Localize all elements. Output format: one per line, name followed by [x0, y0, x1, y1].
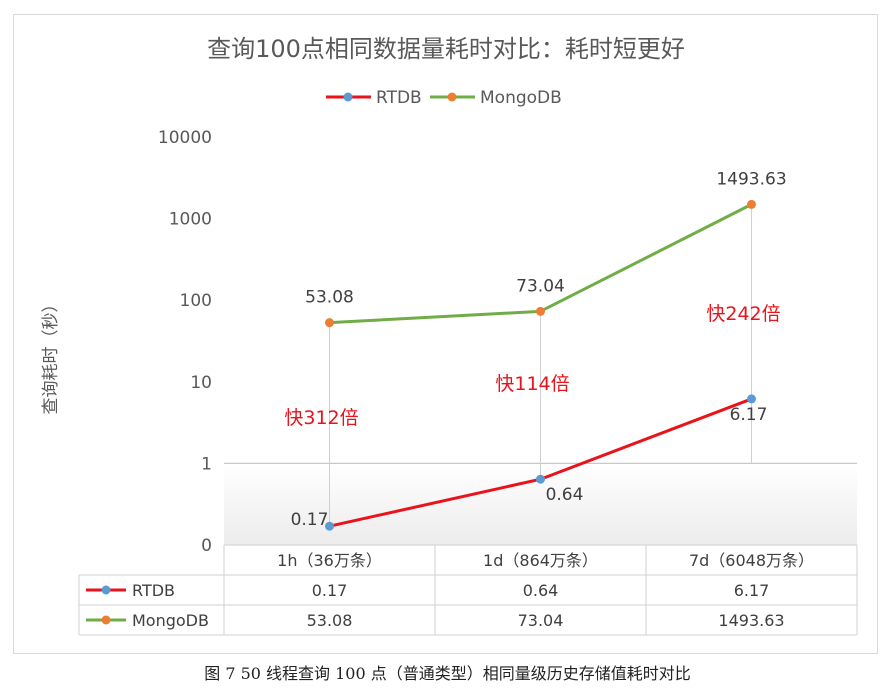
point-mongodb-3 [747, 199, 756, 209]
chart-svg: 查询100点相同数据量耗时对比：耗时短更好 RTDB MongoDB 查询耗时（秒… [41, 35, 858, 636]
point-rtdb-3 [747, 394, 756, 404]
table-cell-rtdb-1: 0.17 [312, 581, 348, 600]
table-cell-mongodb-3: 1493.63 [718, 611, 784, 630]
x-tick-label-2: 1d（864万条） [483, 551, 598, 570]
annotation-speedup-1: 快312倍 [284, 407, 358, 429]
data-label-rtdb-1: 0.17 [291, 510, 329, 530]
legend-marker-rtdb [343, 92, 353, 102]
data-label-mongodb-1: 53.08 [305, 288, 354, 308]
annotation-speedup-2: 快114倍 [495, 373, 569, 395]
data-label-mongodb-3: 1493.63 [716, 169, 786, 189]
legend-item-mongodb: MongoDB [430, 88, 562, 108]
legend-label-rtdb: RTDB [376, 88, 422, 108]
table-row-label-rtdb: RTDB [132, 581, 175, 600]
point-mongodb-1 [325, 318, 334, 328]
legend-item-rtdb: RTDB [326, 88, 422, 108]
legend-label-mongodb: MongoDB [480, 88, 562, 108]
y-axis-label: 查询耗时（秒） [41, 296, 61, 415]
legend-marker-mongodb [447, 92, 457, 102]
table-cell-rtdb-3: 6.17 [734, 581, 770, 600]
legend: RTDB MongoDB [326, 88, 562, 108]
y-tick-label-3: 10 [190, 373, 212, 393]
data-label-rtdb-2: 0.64 [546, 485, 584, 505]
y-tick-label-4: 100 [180, 291, 212, 311]
series-line-mongodb [329, 203, 753, 325]
point-mongodb-2 [536, 306, 545, 316]
x-tick-label-3: 7d（6048万条） [689, 551, 814, 570]
figure-caption: 图 7 50 线程查询 100 点（普通类型）相同量级历史存储值耗时对比 [204, 664, 691, 683]
table-cell-mongodb-1: 53.08 [307, 611, 353, 630]
chart-frame: 查询100点相同数据量耗时对比：耗时短更好 RTDB MongoDB 查询耗时（秒… [13, 14, 878, 654]
table-cell-mongodb-2: 73.04 [518, 611, 564, 630]
table-row-label-mongodb: MongoDB [132, 611, 209, 630]
point-rtdb-1 [325, 521, 334, 531]
table-legend-marker-mongodb [101, 615, 111, 625]
chart-title: 查询100点相同数据量耗时对比：耗时短更好 [207, 35, 685, 63]
x-tick-label-1: 1h（36万条） [277, 551, 382, 570]
table-cell-rtdb-2: 0.64 [523, 581, 559, 600]
y-tick-label-6: 10000 [158, 128, 212, 148]
data-label-mongodb-2: 73.04 [516, 276, 565, 296]
y-tick-label-2: 1 [201, 454, 212, 474]
annotation-speedup-3: 快242倍 [706, 303, 780, 325]
point-rtdb-2 [536, 474, 545, 484]
y-tick-label-5: 1000 [169, 210, 212, 230]
y-tick-label-1: 0 [201, 536, 212, 556]
data-label-rtdb-3: 6.17 [730, 405, 768, 425]
table-legend-marker-rtdb [101, 585, 111, 595]
